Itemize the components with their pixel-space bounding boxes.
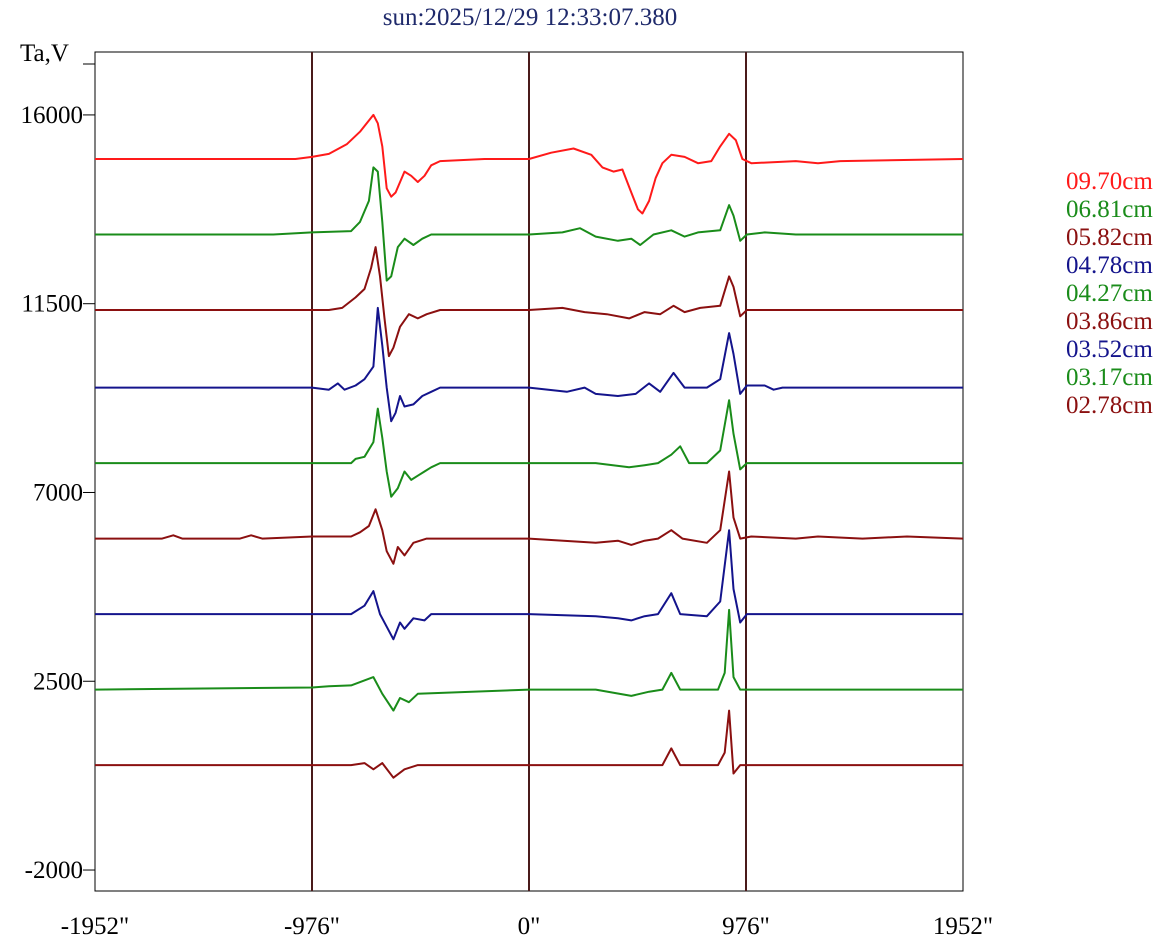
legend-item: 04.27cm: [1066, 280, 1153, 307]
series-line-03-17cm: [94, 608, 963, 712]
legend-item: 05.82cm: [1066, 224, 1153, 251]
series-line-02-78cm: [95, 709, 963, 779]
legend-item: 03.17cm: [1066, 364, 1153, 391]
x-tick-label: 1952": [933, 913, 993, 940]
legend-item: 06.81cm: [1066, 196, 1153, 223]
x-tick-label: 976": [722, 913, 770, 940]
legend-item: 04.78cm: [1066, 252, 1153, 279]
legend-item: 09.70cm: [1066, 168, 1153, 195]
legend: 09.70cm 06.81cm 05.82cm 04.78cm 04.27cm 03.86…: [1066, 168, 1153, 420]
y-tick-label: -2000: [25, 857, 83, 884]
y-tick-label: 11500: [21, 291, 83, 318]
x-tick-label: -976": [284, 913, 340, 940]
legend-item: 03.86cm: [1066, 308, 1153, 335]
y-axis-label: Ta,V: [20, 40, 69, 67]
series-line-09-70cm: [95, 113, 964, 215]
series-line-03-86cm: [95, 470, 964, 565]
chart-title: sun:2025/12/29 12:33:07.380: [382, 4, 678, 31]
series-line-03-52cm: [95, 529, 963, 641]
series-line-04-78cm: [95, 306, 963, 423]
legend-item: 03.52cm: [1066, 336, 1153, 363]
x-tick-label: -1952": [61, 913, 130, 940]
series-line-05-82cm: [95, 246, 963, 358]
x-tick-label: 0": [518, 913, 541, 940]
legend-item: 02.78cm: [1066, 392, 1153, 419]
y-tick-label: 7000: [33, 479, 83, 506]
y-tick-label: 2500: [33, 668, 83, 695]
series-line-06-81cm: [95, 166, 963, 282]
series-line-04-27cm: [95, 399, 963, 498]
y-tick-label: 16000: [21, 102, 84, 129]
